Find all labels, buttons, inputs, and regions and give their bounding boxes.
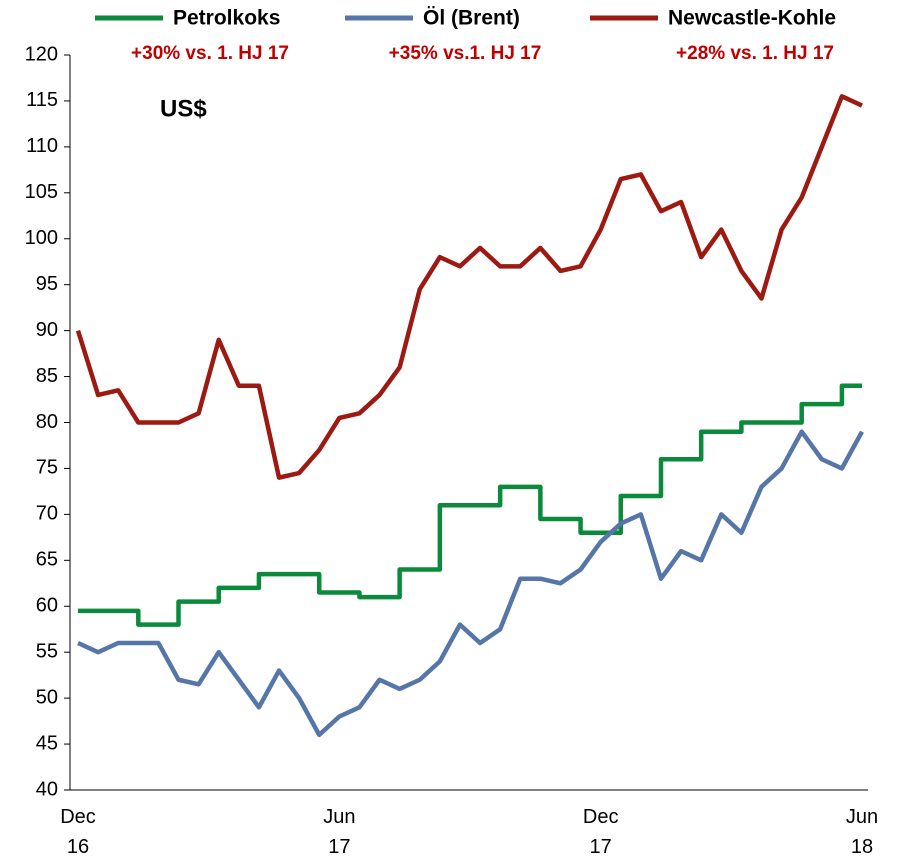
unit-label: US$ <box>160 95 207 122</box>
y-tick-label: 90 <box>36 319 58 341</box>
y-tick-label: 55 <box>36 640 58 662</box>
x-tick-label: Jun 18 <box>846 806 878 858</box>
y-tick-label: 70 <box>36 503 58 525</box>
series-line <box>75 94 863 480</box>
y-tick-label: 115 <box>26 89 58 111</box>
y-tick-label: 45 <box>36 732 58 754</box>
y-tick-label: 120 <box>25 43 58 65</box>
series-annotation: +30% vs. 1. HJ 17 <box>131 43 289 64</box>
y-tick-label: 80 <box>36 411 58 433</box>
series-annotation: +35% vs.1. HJ 17 <box>389 43 542 64</box>
y-tick-label: 50 <box>36 686 58 708</box>
y-tick-label: 100 <box>25 227 58 249</box>
legend-label: Öl (Brent) <box>423 7 520 30</box>
x-tick-label: Dec 17 <box>583 806 619 858</box>
series-line <box>78 383 862 627</box>
x-tick-label: Jun 17 <box>323 806 355 858</box>
y-tick-label: 110 <box>26 135 58 157</box>
series-line <box>77 429 864 738</box>
y-tick-label: 60 <box>36 595 58 617</box>
y-tick-label: 65 <box>36 549 58 571</box>
y-tick-label: 105 <box>25 181 58 203</box>
y-tick-label: 85 <box>36 365 58 387</box>
x-tick-label: Dec 16 <box>60 806 96 858</box>
series-annotation: +28% vs. 1. HJ 17 <box>676 43 834 64</box>
y-tick-label: 95 <box>36 273 58 295</box>
legend-label: Petrolkoks <box>173 7 280 30</box>
y-tick-label: 75 <box>36 457 58 479</box>
legend-label: Newcastle-Kohle <box>668 7 836 30</box>
y-tick-label: 40 <box>36 778 58 800</box>
